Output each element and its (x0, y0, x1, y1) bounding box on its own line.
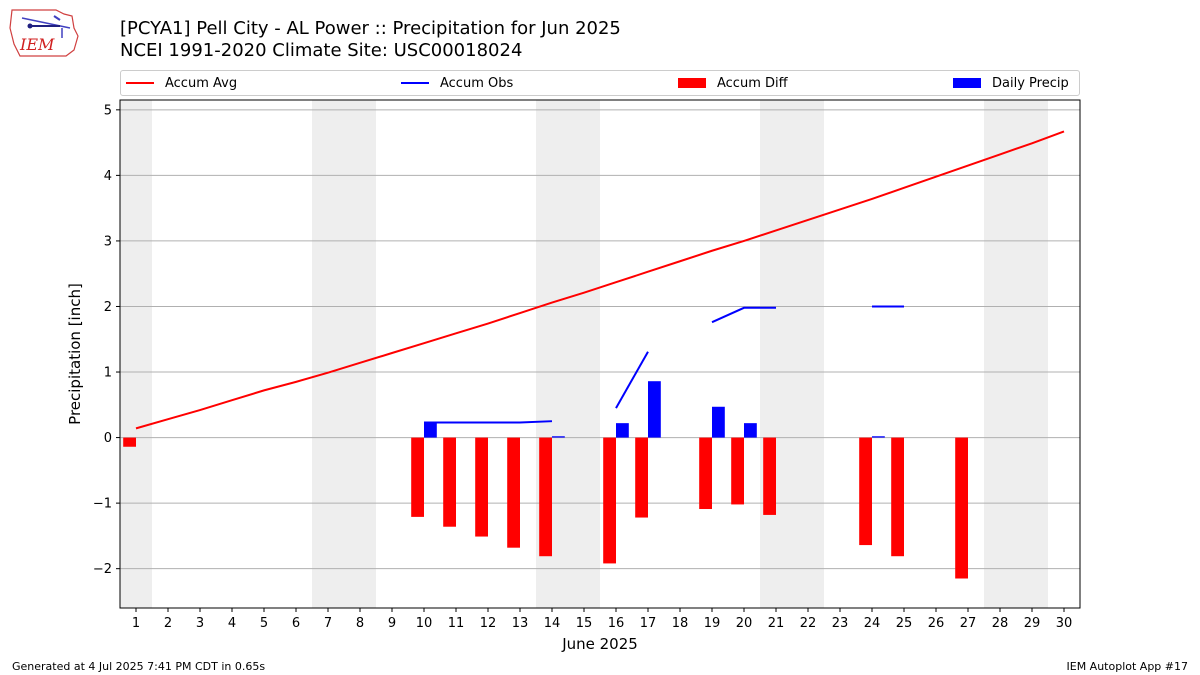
x-tick-label: 21 (768, 616, 785, 631)
diff-bar (859, 437, 872, 546)
plot-frame (119, 99, 1081, 609)
logo-text: IEM (19, 35, 55, 54)
x-tick-label: 22 (800, 616, 817, 631)
weekend-shade (568, 100, 600, 608)
weekend-shade (1016, 100, 1048, 608)
diff-bar (955, 437, 968, 579)
legend-swatch-accum-diff (678, 78, 706, 88)
legend-label-accum-avg: Accum Avg (165, 75, 238, 91)
chart-title: [PCYA1] Pell City - AL Power :: Precipit… (120, 18, 621, 39)
x-tick-label: 16 (608, 616, 625, 631)
legend-label-accum-diff: Accum Diff (717, 75, 788, 91)
x-tick-label: 4 (228, 616, 236, 631)
x-tick-label: 7 (324, 616, 332, 631)
legend: Accum Avg Accum Obs Accum Diff Daily Pre… (120, 70, 1080, 96)
weekend-shade (120, 100, 152, 608)
weekend-shade (344, 100, 376, 608)
x-tick-label: 27 (960, 616, 977, 631)
x-tick-label: 25 (896, 616, 913, 631)
footer-generated: Generated at 4 Jul 2025 7:41 PM CDT in 0… (12, 660, 266, 673)
weekend-shade (984, 100, 1016, 608)
y-tick-label: 1 (104, 366, 112, 381)
legend-item-accum-diff: Accum Diff (678, 74, 788, 92)
legend-item-accum-obs: Accum Obs (401, 74, 513, 92)
diff-bar (635, 437, 648, 518)
x-tick-label: 30 (1056, 616, 1073, 631)
y-tick-label: 4 (104, 169, 112, 184)
x-tick-label: 18 (672, 616, 689, 631)
x-tick-label: 28 (992, 616, 1009, 631)
diff-bar (411, 437, 424, 517)
legend-item-daily-precip: Daily Precip (953, 74, 1069, 92)
x-tick-label: 29 (1024, 616, 1041, 631)
diff-bar (539, 437, 552, 557)
x-tick-label: 1 (132, 616, 140, 631)
legend-label-accum-obs: Accum Obs (440, 75, 514, 91)
legend-swatch-daily-precip (953, 78, 981, 88)
accum-avg-line (135, 130, 1065, 430)
x-tick-label: 3 (196, 616, 204, 631)
x-tick-label: 5 (260, 616, 268, 631)
accum-obs-line (711, 306, 776, 324)
x-tick-label: 23 (832, 616, 849, 631)
daily-precip-bar (872, 436, 885, 438)
y-tick-label: 0 (104, 431, 112, 446)
legend-swatch-accum-obs (401, 82, 429, 84)
x-axis-label: June 2025 (561, 635, 638, 653)
x-tick-label: 14 (544, 616, 561, 631)
x-tick-label: 15 (576, 616, 593, 631)
weekend-shade (312, 100, 344, 608)
x-tick-label: 24 (864, 616, 881, 631)
y-tick-label: 5 (104, 103, 112, 118)
legend-label-daily-precip: Daily Precip (992, 75, 1069, 91)
x-tick-label: 11 (448, 616, 465, 631)
diff-bar (507, 437, 520, 548)
diff-bar (443, 437, 456, 527)
diff-bar (699, 437, 712, 510)
diff-bar (731, 437, 744, 505)
diff-bar (763, 437, 776, 515)
diff-bar (123, 437, 136, 447)
accum-obs-line (615, 351, 649, 409)
daily-precip-bar (648, 381, 661, 438)
iem-logo: IEM (9, 9, 79, 57)
x-tick-label: 2 (164, 616, 172, 631)
x-tick-label: 6 (292, 616, 300, 631)
daily-precip-bar (552, 436, 565, 438)
x-tick-label: 13 (512, 616, 529, 631)
y-tick-label: −2 (93, 562, 112, 577)
legend-item-accum-avg: Accum Avg (126, 74, 237, 92)
diff-bar (891, 437, 904, 557)
diff-bar (603, 437, 616, 564)
y-axis-label: Precipitation [inch] (66, 283, 84, 425)
x-tick-label: 9 (388, 616, 396, 631)
y-tick-label: 2 (104, 300, 112, 315)
chart-subtitle: NCEI 1991-2020 Climate Site: USC00018024 (120, 40, 523, 61)
daily-precip-bar (616, 423, 629, 438)
x-tick-label: 12 (480, 616, 497, 631)
x-tick-label: 19 (704, 616, 721, 631)
daily-precip-bar (424, 422, 437, 438)
diff-bar (475, 437, 488, 537)
accum-obs-line (424, 420, 553, 424)
y-tick-label: −1 (93, 497, 112, 512)
y-tick-label: 3 (104, 234, 112, 249)
weekend-shade (792, 100, 824, 608)
x-tick-label: 10 (416, 616, 433, 631)
x-tick-label: 17 (640, 616, 657, 631)
footer-app: IEM Autoplot App #17 (1066, 660, 1189, 673)
x-tick-label: 8 (356, 616, 364, 631)
x-tick-label: 26 (928, 616, 945, 631)
daily-precip-bar (712, 406, 725, 438)
x-tick-label: 20 (736, 616, 753, 631)
daily-precip-bar (744, 423, 757, 438)
legend-swatch-accum-avg (126, 82, 154, 84)
weekend-shade (760, 100, 792, 608)
